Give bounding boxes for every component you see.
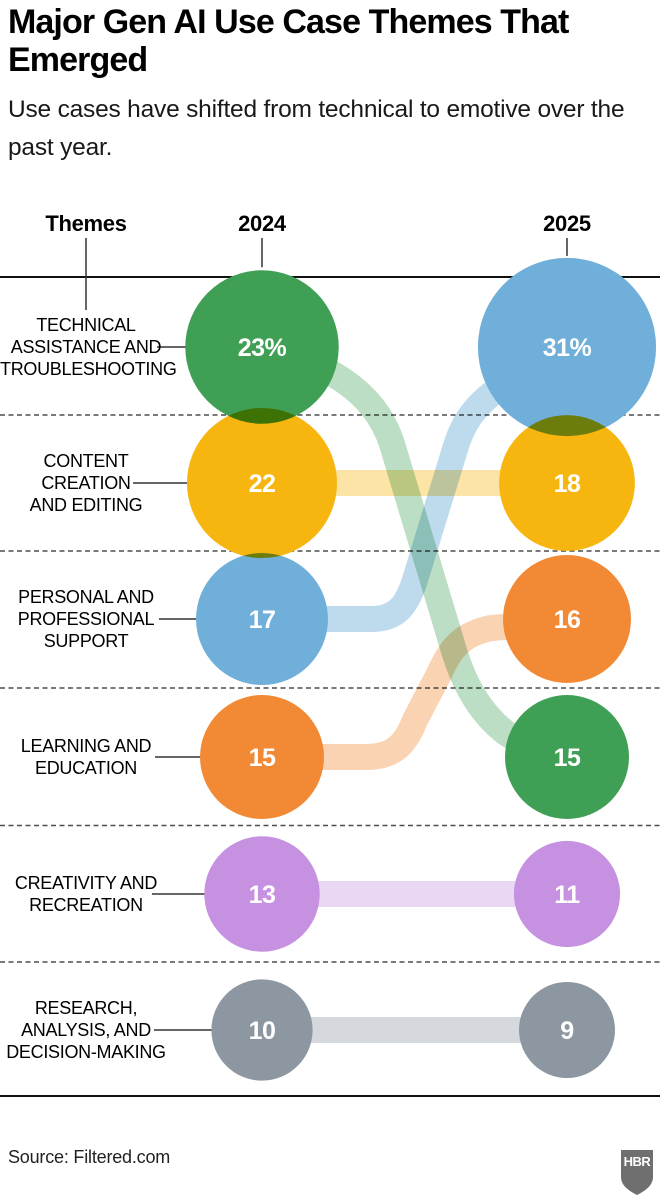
bubble-value-2024-row1: 22 bbox=[249, 470, 276, 498]
bubble-2025-row1 bbox=[499, 415, 635, 551]
bubble-values: 23% 22 17 15 13 10 31% 18 16 15 11 9 bbox=[238, 334, 592, 1045]
bubble-2025-row4 bbox=[513, 840, 621, 948]
column-header-2024: 2024 bbox=[238, 211, 286, 236]
row-label-line: EDUCATION bbox=[35, 758, 137, 778]
bubble-2024-row1 bbox=[186, 407, 338, 559]
row-label-line: SUPPORT bbox=[43, 631, 129, 651]
hbr-logo-text: HBR bbox=[624, 1154, 652, 1169]
bubble-value-2025-row2: 16 bbox=[554, 606, 581, 634]
row-label-line: RESEARCH, bbox=[34, 998, 138, 1018]
row-label-line: PROFESSIONAL bbox=[17, 609, 155, 629]
flow-ribbon-orange-flow bbox=[262, 609, 569, 770]
bubble-2025-row0 bbox=[477, 257, 657, 437]
bubble-2025-row5 bbox=[519, 982, 615, 1078]
row-label-line: AND EDITING bbox=[29, 495, 143, 515]
bubble-2024-row4 bbox=[204, 836, 320, 952]
bubble-2024-row0 bbox=[185, 270, 339, 424]
row-label-0: TECHNICAL ASSISTANCE AND TROUBLESHOOTING bbox=[0, 314, 177, 380]
row-label-line: ANALYSIS, AND bbox=[21, 1020, 151, 1040]
bubble-2025-row2 bbox=[503, 555, 631, 683]
bubble-value-2024-row4: 13 bbox=[249, 881, 276, 909]
row-label-5: RESEARCH, ANALYSIS, AND DECISION-MAKING bbox=[0, 997, 172, 1063]
bubble-value-2025-row1: 18 bbox=[554, 470, 581, 498]
row-label-line: CREATIVITY AND bbox=[14, 873, 158, 893]
row-label-line: RECREATION bbox=[29, 895, 143, 915]
row-label-1: CONTENT CREATION AND EDITING bbox=[0, 450, 172, 516]
column-header-2025: 2025 bbox=[543, 211, 591, 236]
row-label-2: PERSONAL AND PROFESSIONAL SUPPORT bbox=[0, 586, 172, 652]
bubble-2025-row3 bbox=[505, 695, 629, 819]
bubble-value-2024-row5: 10 bbox=[249, 1017, 276, 1045]
bubble-value-2024-row0: 23% bbox=[238, 334, 287, 362]
row-label-line: CONTENT bbox=[43, 451, 129, 471]
row-label-line: CREATION bbox=[41, 473, 131, 493]
bubble-2024-row2 bbox=[196, 553, 328, 685]
row-label-line: TROUBLESHOOTING bbox=[0, 359, 177, 379]
hbr-logo: HBR bbox=[621, 1150, 653, 1195]
hbr-shield-icon bbox=[621, 1150, 653, 1195]
bubble-value-2025-row4: 11 bbox=[554, 881, 580, 909]
row-label-line: DECISION-MAKING bbox=[6, 1042, 166, 1062]
bubble-value-2025-row0: 31% bbox=[543, 334, 592, 362]
bubble-value-2025-row3: 15 bbox=[554, 744, 581, 772]
row-label-line: TECHNICAL bbox=[36, 315, 136, 335]
bubble-value-2024-row2: 17 bbox=[249, 606, 276, 634]
chart-title: Major Gen AI Use Case Themes That Emerge… bbox=[8, 3, 569, 79]
bubble-2024-row5 bbox=[211, 979, 313, 1081]
row-label-line: ASSISTANCE AND bbox=[10, 337, 162, 357]
column-header-themes: Themes bbox=[45, 211, 127, 236]
chart-subtitle: Use cases have shifted from technical to… bbox=[8, 96, 625, 161]
source-attribution: Source: Filtered.com bbox=[8, 1147, 171, 1167]
row-label-4: CREATIVITY AND RECREATION bbox=[0, 872, 172, 916]
bubble-circles bbox=[185, 257, 657, 1081]
bubble-value-2025-row5: 9 bbox=[560, 1017, 573, 1045]
row-label-line: PERSONAL AND bbox=[18, 587, 154, 607]
row-label-3: LEARNING AND EDUCATION bbox=[0, 735, 172, 779]
bubble-value-2024-row3: 15 bbox=[249, 744, 276, 772]
row-label-line: LEARNING AND bbox=[20, 736, 152, 756]
bubble-2024-row3 bbox=[200, 695, 324, 819]
